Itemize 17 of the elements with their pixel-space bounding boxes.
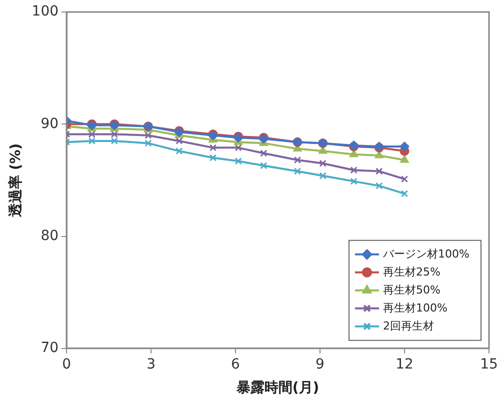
legend-label: 再生材25%	[383, 265, 440, 278]
y-tick-label: 70	[40, 340, 59, 356]
x-tick-label: 15	[480, 356, 498, 372]
y-axis-title: 透過率 (%)	[7, 143, 24, 218]
y-tick-label: 80	[40, 228, 59, 244]
legend-label: 再生材100%	[383, 301, 448, 314]
x-axis-title: 暴露時間(月)	[235, 380, 320, 396]
legend-label: 2回再生材	[383, 319, 434, 332]
x-tick-label: 3	[146, 356, 156, 372]
y-tick-label: 100	[32, 4, 59, 20]
x-tick-label: 0	[62, 356, 71, 372]
x-tick-label: 12	[396, 356, 414, 372]
x-tick-label: 6	[231, 356, 240, 372]
x-tick-label: 9	[316, 356, 324, 372]
legend-label: 再生材50%	[383, 283, 440, 296]
y-tick-label: 90	[40, 116, 59, 132]
legend-label: バージン材100%	[382, 247, 470, 260]
